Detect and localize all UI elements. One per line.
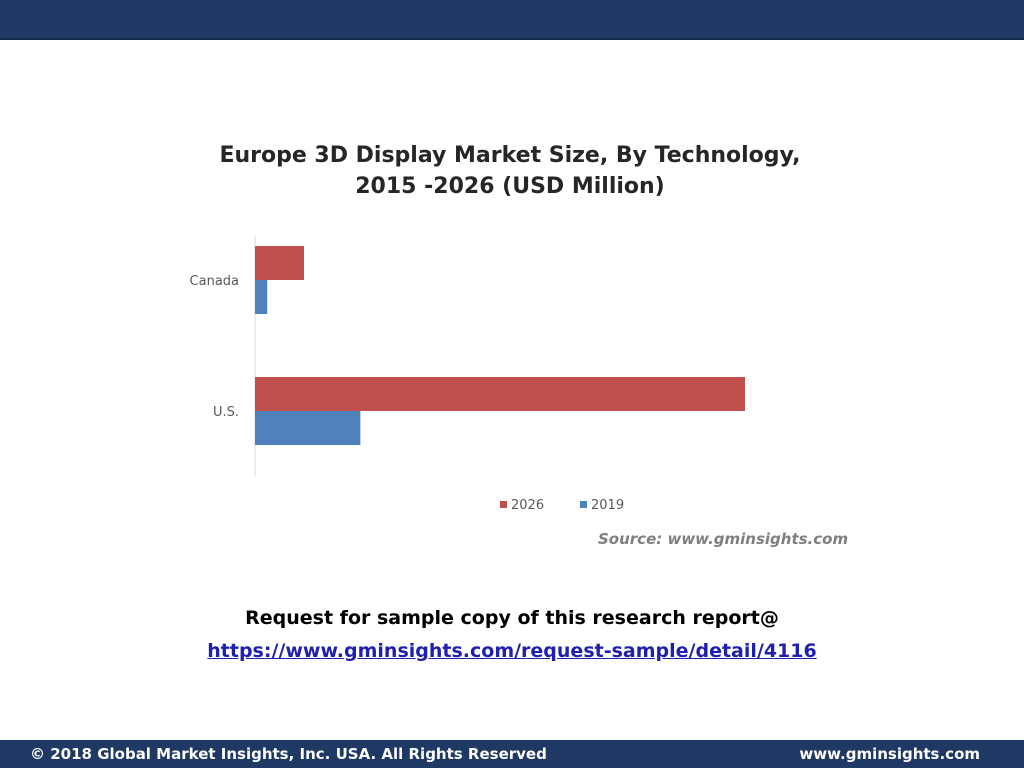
- footer-copyright: © 2018 Global Market Insights, Inc. USA.…: [30, 745, 547, 763]
- bar-2026-us: [255, 377, 745, 411]
- chart-title-line-1: Europe 3D Display Market Size, By Techno…: [219, 143, 801, 168]
- request-sample-link[interactable]: https://www.gminsights.com/request-sampl…: [207, 640, 817, 662]
- legend-label-2026: 2026: [511, 498, 544, 513]
- chart-title-line-2: 2015 -2026 (USD Million): [355, 174, 665, 199]
- legend-swatch-2019: [580, 501, 587, 508]
- bar-2019-us: [255, 411, 361, 445]
- legend-label-2019: 2019: [591, 498, 624, 513]
- request-sample-text: Request for sample copy of this research…: [245, 607, 779, 629]
- bar-2026-canada: [255, 246, 304, 280]
- top-bar: [0, 0, 1024, 40]
- category-label: U.S.: [213, 405, 239, 420]
- chart-title: Europe 3D Display Market Size, By Techno…: [150, 140, 870, 202]
- footer-website[interactable]: www.gminsights.com: [799, 745, 980, 763]
- bar-chart: Canada U.S. 2026 2019: [190, 236, 745, 513]
- footer-bar: © 2018 Global Market Insights, Inc. USA.…: [0, 740, 1024, 768]
- legend-swatch-2026: [500, 501, 507, 508]
- category-label: Canada: [190, 274, 239, 289]
- chart-source: Source: www.gminsights.com: [598, 530, 849, 548]
- bar-2019-canada: [255, 280, 268, 314]
